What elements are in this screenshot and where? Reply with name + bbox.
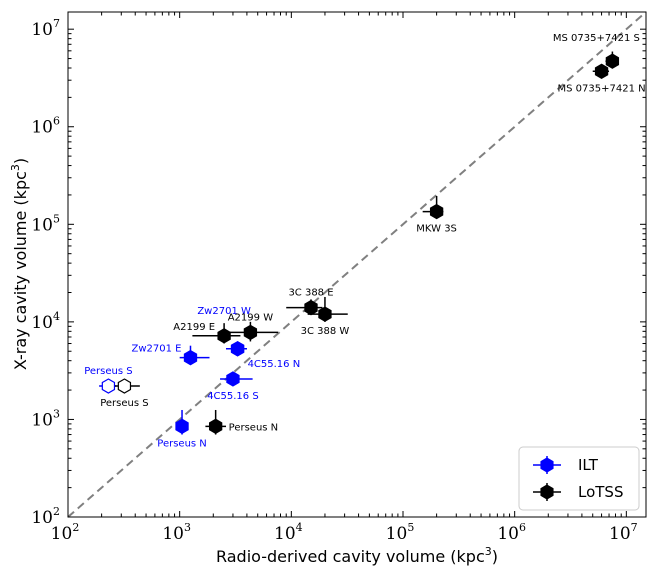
y-tick-labels: 102 103 104 105 106 107	[31, 17, 60, 528]
x-tick-label: 103	[162, 521, 191, 544]
point-lotss-3c-388-w	[318, 306, 332, 322]
label-lotss-a2199-e: A2199 E	[173, 322, 215, 333]
point-ilt-perseus-s	[101, 378, 116, 394]
y-axis-label-superscript: 3	[9, 164, 22, 171]
label-ilt-perseus-n: Perseus N	[157, 438, 207, 449]
point-lotss-mkw-3s	[429, 203, 444, 220]
axis-ticks	[67, 12, 646, 518]
x-tick-label: 105	[386, 521, 415, 544]
legend-marker	[540, 484, 554, 500]
label-lotss-perseus-s: Perseus S	[100, 398, 148, 409]
x-tick-labels: 102 103 104 105 106 107	[51, 521, 638, 544]
legend-item-lotss: LoTSS	[533, 483, 623, 501]
point-lotss-perseus-s	[117, 378, 132, 394]
label-lotss-ms-0735-7421-s: MS 0735+7421 S	[553, 33, 640, 44]
x-tick-label: 104	[274, 521, 303, 544]
point-ilt-zw2701-e	[183, 349, 198, 366]
x-tick-label: 102	[51, 521, 80, 544]
label-lotss-3c-388-w: 3C 388 W	[301, 326, 350, 337]
label-lotss-3c-388-e: 3C 388 E	[288, 288, 333, 299]
label-ilt-4c55-16-n: 4C55.16 N	[248, 359, 301, 370]
data-markers	[101, 53, 620, 435]
point-labels: Perseus S Perseus S Perseus N Perseus N Zw27…	[84, 33, 645, 449]
x-tick-label: 106	[497, 521, 526, 544]
point-lotss-3c-388-e	[304, 299, 318, 316]
plot-frame	[67, 11, 647, 518]
legend: ILT LoTSS	[518, 446, 640, 511]
label-lotss-mkw-3s: MKW 3S	[416, 224, 457, 235]
legend-item-ilt: ILT	[533, 456, 599, 474]
point-lotss-a2199-e	[217, 328, 231, 344]
label-lotss-a2199-w: A2199 W	[228, 312, 273, 323]
x-axis-label-close: )	[492, 547, 498, 566]
label-lotss-ms-0735-7421-n: MS 0735+7421 N	[558, 83, 646, 94]
point-lotss-ms-0735-7421-s	[605, 53, 620, 69]
point-ilt-4c55-16-s	[226, 371, 240, 387]
point-lotss-ms-0735-7421-n	[594, 63, 609, 80]
legend-label: LoTSS	[578, 483, 623, 501]
y-axis-label: X-ray cavity volume (kpc3)	[9, 158, 30, 370]
y-tick-label: 105	[31, 212, 60, 235]
y-axis-label-close: )	[11, 158, 30, 164]
label-ilt-4c55-16-s: 4C55.16 S	[207, 391, 259, 402]
x-tick-label: 107	[609, 521, 638, 544]
y-tick-label: 103	[31, 407, 60, 430]
x-axis-label-superscript: 3	[485, 545, 492, 558]
one-to-one-line	[67, 11, 647, 518]
label-ilt-zw2701-e: Zw2701 E	[132, 344, 182, 355]
label-lotss-perseus-n: Perseus N	[229, 422, 279, 433]
point-lotss-a2199-w	[243, 324, 258, 341]
label-ilt-zw2701-w: Zw2701 W	[197, 306, 251, 317]
legend-marker	[540, 457, 554, 473]
x-axis-label: Radio-derived cavity volume (kpc3)	[216, 545, 498, 566]
point-lotss-perseus-n	[208, 418, 223, 435]
label-ilt-perseus-s: Perseus S	[84, 366, 132, 377]
legend-label: ILT	[578, 456, 599, 474]
y-tick-label: 102	[31, 505, 60, 528]
y-tick-label: 104	[31, 310, 60, 333]
point-ilt-4c55-16-n	[230, 341, 245, 357]
y-tick-label: 106	[31, 115, 60, 138]
point-ilt-perseus-n	[175, 418, 189, 435]
y-tick-label: 107	[31, 17, 60, 40]
